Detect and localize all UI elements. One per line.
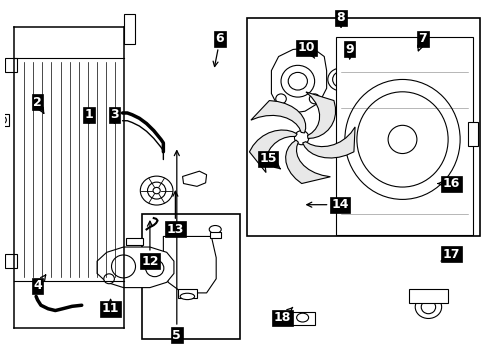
Polygon shape <box>271 48 327 113</box>
Polygon shape <box>303 127 355 158</box>
Ellipse shape <box>390 76 405 90</box>
Bar <box>126 238 143 245</box>
Text: 1: 1 <box>85 108 93 123</box>
Text: 14: 14 <box>307 198 349 211</box>
Polygon shape <box>251 100 306 133</box>
Text: 12: 12 <box>141 221 159 267</box>
Bar <box>178 289 197 298</box>
Ellipse shape <box>147 182 166 199</box>
Bar <box>247 18 480 237</box>
Bar <box>210 232 221 238</box>
Ellipse shape <box>328 68 354 91</box>
Polygon shape <box>97 247 174 288</box>
Polygon shape <box>163 237 216 293</box>
Polygon shape <box>183 171 207 186</box>
Ellipse shape <box>288 72 307 90</box>
Ellipse shape <box>296 313 309 322</box>
Ellipse shape <box>281 66 315 97</box>
Ellipse shape <box>357 92 448 187</box>
Text: 13: 13 <box>167 191 184 236</box>
Bar <box>142 213 240 339</box>
Bar <box>5 254 17 268</box>
Bar <box>124 14 135 44</box>
Ellipse shape <box>180 293 195 300</box>
Text: 18: 18 <box>274 307 293 324</box>
Ellipse shape <box>209 225 221 233</box>
Text: 2: 2 <box>33 96 44 113</box>
Text: 15: 15 <box>259 152 280 169</box>
Ellipse shape <box>146 260 164 277</box>
Ellipse shape <box>345 80 460 199</box>
Ellipse shape <box>276 94 286 104</box>
Text: 5: 5 <box>172 151 181 342</box>
Text: 16: 16 <box>438 177 460 190</box>
Ellipse shape <box>388 125 417 153</box>
Bar <box>291 312 315 325</box>
Ellipse shape <box>384 70 412 96</box>
Ellipse shape <box>309 94 320 104</box>
Bar <box>5 58 17 72</box>
Ellipse shape <box>421 300 436 314</box>
Text: 10: 10 <box>298 41 315 58</box>
Bar <box>336 37 473 235</box>
Ellipse shape <box>294 131 309 145</box>
Bar <box>124 256 135 286</box>
Ellipse shape <box>333 72 349 87</box>
Ellipse shape <box>153 188 160 194</box>
Bar <box>409 289 448 303</box>
Text: 8: 8 <box>337 11 345 27</box>
Text: 7: 7 <box>417 32 427 51</box>
Bar <box>0 114 9 126</box>
Bar <box>384 88 411 108</box>
Ellipse shape <box>104 274 114 284</box>
Polygon shape <box>286 140 330 184</box>
Text: 17: 17 <box>441 248 460 261</box>
Text: 9: 9 <box>345 43 354 59</box>
Ellipse shape <box>415 296 441 319</box>
Text: 11: 11 <box>102 300 119 315</box>
Text: 4: 4 <box>33 275 46 292</box>
Bar <box>411 72 421 83</box>
Ellipse shape <box>112 255 136 278</box>
Ellipse shape <box>140 176 173 205</box>
Text: 6: 6 <box>213 32 224 67</box>
Text: 3: 3 <box>110 108 119 123</box>
Polygon shape <box>249 130 297 172</box>
Bar <box>468 122 478 147</box>
Ellipse shape <box>0 116 6 124</box>
Polygon shape <box>306 92 336 139</box>
